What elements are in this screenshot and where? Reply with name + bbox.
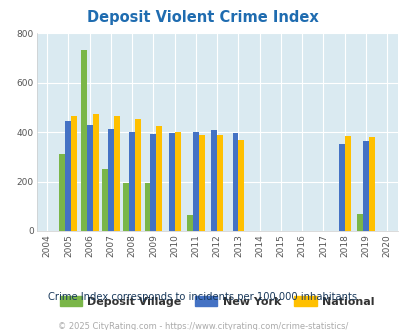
Bar: [129, 132, 135, 231]
Bar: [344, 136, 350, 231]
Bar: [81, 50, 87, 231]
Bar: [362, 142, 368, 231]
Bar: [238, 140, 244, 231]
Bar: [144, 183, 150, 231]
Bar: [65, 121, 71, 231]
Bar: [71, 116, 77, 231]
Bar: [187, 215, 192, 231]
Bar: [60, 154, 65, 231]
Bar: [156, 126, 162, 231]
Legend: Deposit Village, New York, National: Deposit Village, New York, National: [55, 292, 378, 312]
Bar: [368, 137, 374, 231]
Bar: [174, 132, 180, 231]
Bar: [192, 132, 198, 231]
Bar: [217, 135, 223, 231]
Bar: [211, 130, 217, 231]
Bar: [168, 133, 174, 231]
Text: © 2025 CityRating.com - https://www.cityrating.com/crime-statistics/: © 2025 CityRating.com - https://www.city…: [58, 322, 347, 330]
Bar: [123, 183, 129, 231]
Bar: [232, 133, 238, 231]
Bar: [356, 214, 362, 231]
Bar: [108, 129, 114, 231]
Text: Crime Index corresponds to incidents per 100,000 inhabitants: Crime Index corresponds to incidents per…: [48, 292, 357, 302]
Bar: [338, 145, 344, 231]
Bar: [198, 135, 205, 231]
Bar: [114, 116, 119, 231]
Bar: [92, 114, 98, 231]
Bar: [102, 169, 108, 231]
Bar: [150, 135, 156, 231]
Bar: [135, 119, 141, 231]
Bar: [87, 125, 92, 231]
Text: Deposit Violent Crime Index: Deposit Violent Crime Index: [87, 10, 318, 25]
